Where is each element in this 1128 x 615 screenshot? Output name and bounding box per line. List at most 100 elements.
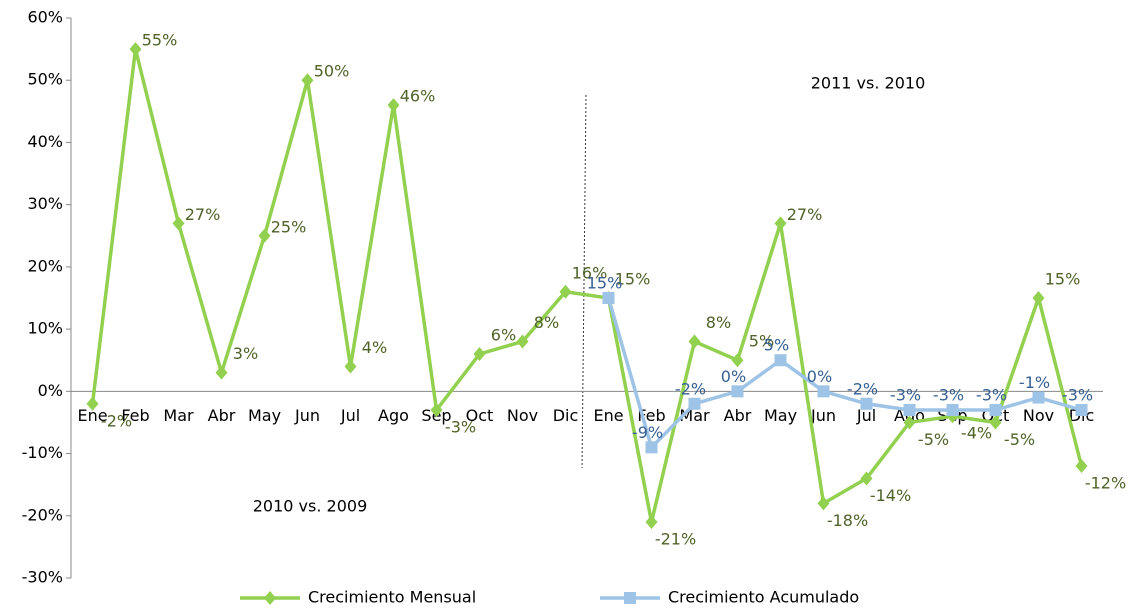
marker: [1075, 404, 1088, 416]
data-label: 16%: [572, 263, 608, 282]
marker: [473, 347, 486, 361]
marker: [645, 441, 658, 454]
x-tick-label: Jul: [856, 406, 876, 425]
annotation: 2011 vs. 2010: [811, 74, 926, 93]
data-label: -3%: [933, 386, 964, 405]
data-label: 27%: [787, 205, 823, 224]
x-tick-label: Oct: [466, 406, 494, 425]
data-label: -5%: [918, 430, 949, 449]
data-label: -3%: [976, 386, 1007, 405]
x-tick-label: Nov: [507, 406, 538, 425]
marker: [817, 496, 830, 511]
x-tick-label: May: [764, 406, 797, 425]
x-tick-label: Abr: [724, 406, 752, 425]
marker: [989, 404, 1002, 416]
data-label: 50%: [314, 62, 350, 81]
marker: [817, 385, 830, 398]
marker: [344, 359, 357, 374]
data-label: 0%: [721, 367, 746, 386]
marker: [301, 73, 314, 88]
data-label: -18%: [827, 511, 868, 530]
y-tick-label: 60%: [27, 8, 63, 27]
x-tick-label: May: [248, 406, 281, 425]
y-tick-label: -20%: [22, 505, 63, 524]
x-tick-label: Jun: [810, 406, 836, 425]
data-label: 27%: [185, 205, 221, 224]
data-label: -1%: [1019, 373, 1050, 392]
x-tick-label: Abr: [208, 406, 236, 425]
x-tick-label: Jul: [340, 406, 360, 425]
marker: [860, 397, 873, 410]
marker: [559, 284, 572, 299]
y-tick-label: 50%: [27, 70, 63, 89]
y-tick-label: -10%: [22, 443, 63, 462]
legend-label: Crecimiento Acumulado: [668, 588, 859, 607]
y-tick-label: 10%: [27, 319, 63, 338]
data-label: 15%: [615, 270, 651, 289]
data-label: -3%: [445, 418, 476, 437]
annotation: 2010 vs. 2009: [253, 497, 368, 516]
marker: [1032, 291, 1045, 305]
data-label: -21%: [655, 530, 696, 549]
marker: [731, 385, 744, 398]
marker: [172, 216, 185, 231]
marker: [86, 396, 99, 411]
series-line: [606, 297, 1082, 451]
data-label: -12%: [1085, 474, 1126, 493]
marker: [430, 403, 443, 417]
y-tick-label: -30%: [22, 568, 63, 587]
marker: [516, 334, 529, 349]
y-tick-label: 40%: [27, 132, 63, 151]
data-label: -5%: [1004, 430, 1035, 449]
x-tick-label: Ene: [77, 406, 107, 425]
data-label: 3%: [233, 344, 258, 363]
data-label: -3%: [890, 386, 921, 405]
data-label: -2%: [675, 379, 706, 398]
marker: [688, 397, 701, 410]
data-label: 6%: [491, 326, 516, 345]
legend-label: Crecimiento Mensual: [308, 588, 476, 607]
x-tick-label: Mar: [163, 406, 194, 425]
data-label: -2%: [847, 379, 878, 398]
data-label: 0%: [807, 367, 832, 386]
x-tick-label: Nov: [1023, 406, 1054, 425]
marker: [774, 354, 787, 367]
y-tick-label: 20%: [27, 256, 63, 275]
data-label: 25%: [271, 217, 307, 236]
marker: [903, 415, 916, 430]
x-tick-label: Feb: [121, 406, 149, 425]
x-tick-label: Jun: [294, 406, 320, 425]
x-tick-label: Ago: [378, 406, 409, 425]
marker: [258, 228, 271, 243]
legend-marker: [624, 592, 636, 604]
marker: [774, 216, 787, 231]
marker: [688, 334, 701, 349]
data-label: -2%: [101, 411, 132, 430]
marker: [602, 292, 615, 304]
marker: [129, 42, 142, 57]
marker: [946, 404, 959, 416]
data-label: -9%: [632, 423, 663, 442]
legend-marker: [264, 591, 276, 605]
x-tick-label: Dic: [553, 406, 579, 425]
marker: [387, 98, 400, 113]
data-label: 5%: [764, 336, 789, 355]
x-tick-label: Ene: [593, 406, 623, 425]
y-tick-label: 0%: [38, 381, 63, 400]
data-label: -4%: [961, 424, 992, 443]
data-label: 8%: [534, 313, 559, 332]
data-label: -3%: [1062, 386, 1093, 405]
marker: [1032, 391, 1045, 404]
marker: [215, 365, 228, 380]
marker: [903, 404, 916, 416]
marker: [860, 471, 873, 486]
data-label: 5%: [749, 332, 774, 351]
data-label: 55%: [142, 31, 178, 50]
marker: [731, 353, 744, 368]
data-label: 4%: [362, 338, 387, 357]
series-line: [90, 48, 1084, 523]
data-label: 15%: [1045, 270, 1081, 289]
data-label: 46%: [400, 87, 436, 106]
marker: [645, 515, 658, 529]
data-label: -14%: [870, 486, 911, 505]
